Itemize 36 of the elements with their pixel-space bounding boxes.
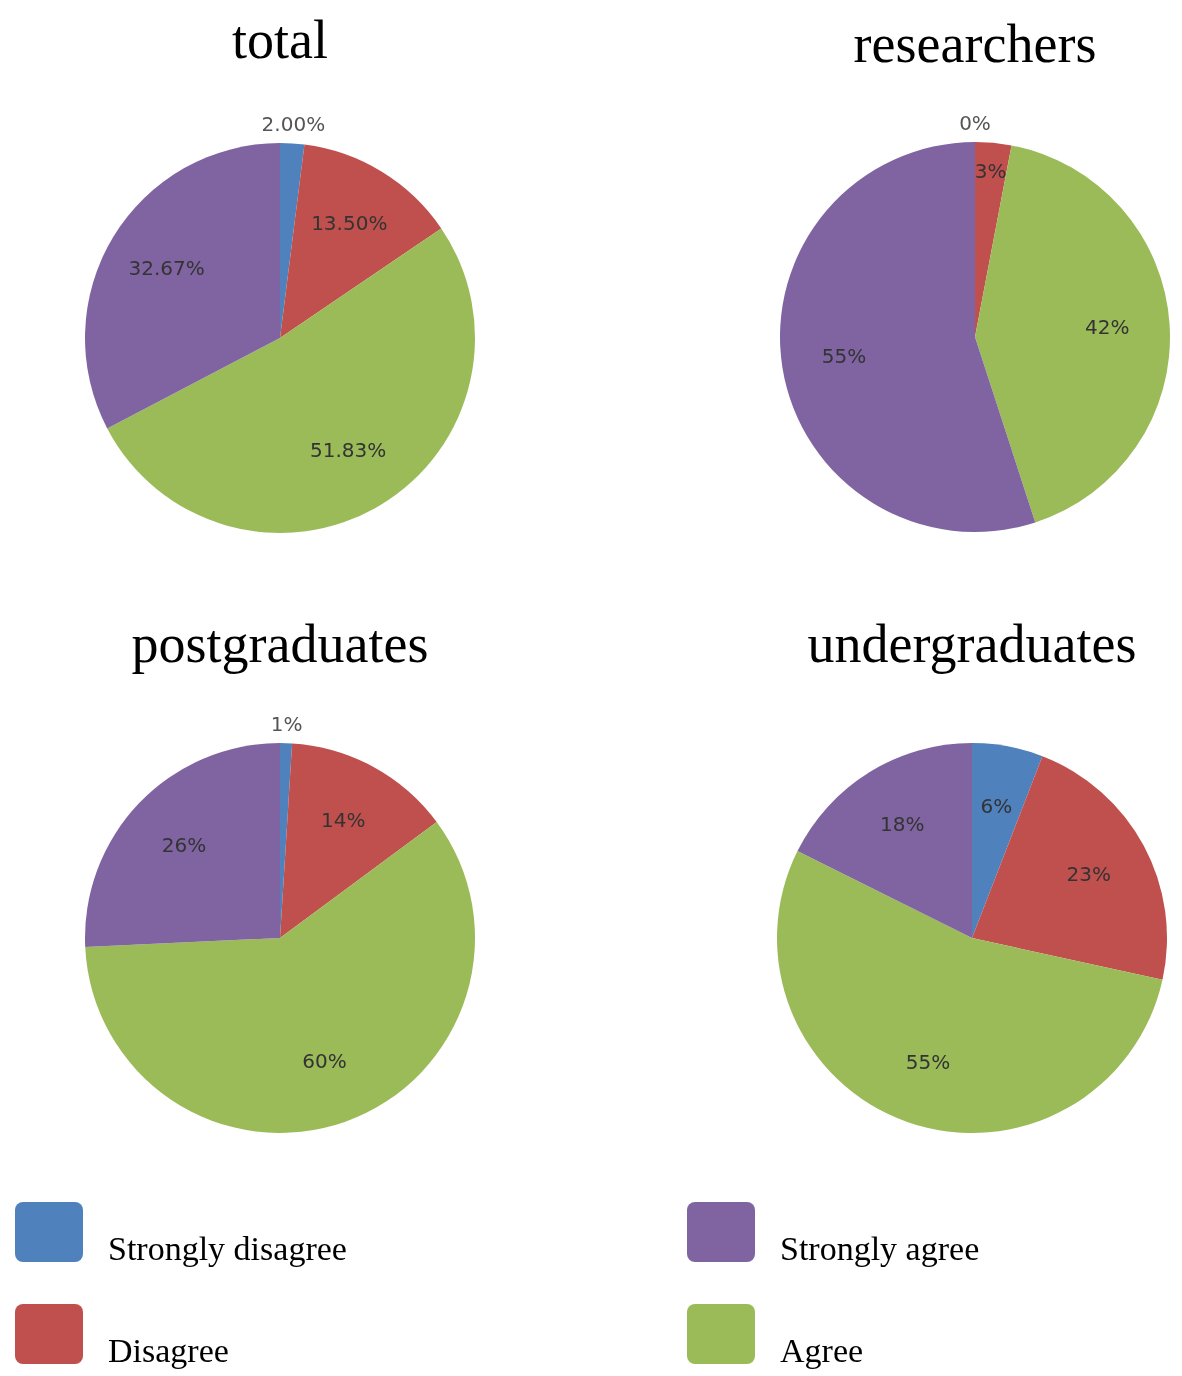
chart-title: postgraduates bbox=[131, 614, 429, 674]
pie-slice bbox=[797, 743, 972, 938]
data-label: 13.50% bbox=[311, 211, 388, 236]
data-label: 55% bbox=[821, 344, 867, 369]
chart-title: researchers bbox=[853, 14, 1097, 74]
pie-slice bbox=[280, 144, 442, 338]
legend-label: Strongly agree bbox=[780, 1230, 980, 1267]
pie-slice bbox=[107, 228, 475, 533]
pie-slice bbox=[777, 851, 1163, 1133]
legend-label: Strongly disagree bbox=[108, 1230, 347, 1267]
data-label: 2.00% bbox=[261, 111, 326, 136]
chart-title: total bbox=[232, 10, 328, 70]
legend-label: Agree bbox=[780, 1332, 864, 1369]
data-label: 1% bbox=[270, 711, 303, 736]
pie-slice bbox=[972, 743, 1043, 938]
data-label: 3% bbox=[974, 158, 1007, 183]
data-label: 18% bbox=[879, 811, 925, 836]
data-label: 60% bbox=[302, 1049, 347, 1074]
pie-slice bbox=[780, 142, 1036, 532]
pie-slice bbox=[972, 756, 1167, 980]
data-label: 14% bbox=[321, 807, 366, 832]
data-label: 42% bbox=[1085, 315, 1130, 340]
data-label: 51.83% bbox=[309, 438, 387, 463]
chart-title: undergraduates bbox=[807, 614, 1137, 674]
data-label: 55% bbox=[905, 1049, 951, 1074]
pie-slice bbox=[975, 145, 1170, 523]
pie-slice bbox=[280, 743, 437, 938]
data-label: 26% bbox=[161, 832, 207, 857]
legend-label: Disagree bbox=[108, 1332, 229, 1369]
pie-slice bbox=[85, 743, 280, 948]
pie-slice bbox=[975, 142, 1012, 337]
pie-slice bbox=[85, 143, 280, 429]
text: 0% bbox=[959, 110, 991, 135]
data-label: 23% bbox=[1066, 861, 1112, 886]
data-label: 32.67% bbox=[128, 255, 205, 280]
data-label: 6% bbox=[980, 794, 1013, 819]
